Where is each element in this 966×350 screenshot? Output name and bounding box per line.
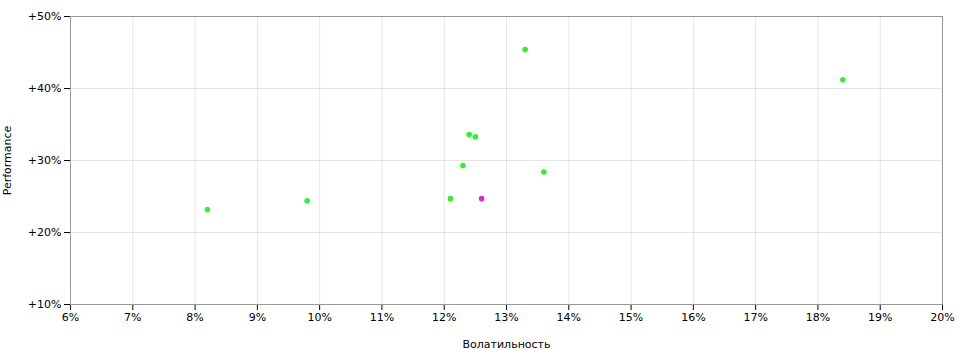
svg-text:10%: 10% <box>307 311 331 324</box>
svg-text:+10%: +10% <box>28 298 62 311</box>
svg-text:8%: 8% <box>186 311 203 324</box>
svg-text:19%: 19% <box>868 311 892 324</box>
svg-text:18%: 18% <box>806 311 830 324</box>
svg-text:11%: 11% <box>370 311 394 324</box>
svg-text:20%: 20% <box>930 311 954 324</box>
svg-text:6%: 6% <box>62 311 79 324</box>
svg-text:Волатильность: Волатильность <box>463 338 551 350</box>
svg-text:+40%: +40% <box>28 82 62 95</box>
svg-text:+20%: +20% <box>28 226 62 239</box>
svg-text:13%: 13% <box>494 311 518 324</box>
svg-text:Performance: Performance <box>1 125 14 195</box>
svg-text:12%: 12% <box>432 311 456 324</box>
svg-text:15%: 15% <box>619 311 643 324</box>
svg-text:16%: 16% <box>681 311 705 324</box>
svg-text:14%: 14% <box>557 311 581 324</box>
svg-text:+50%: +50% <box>28 10 62 23</box>
svg-text:7%: 7% <box>124 311 141 324</box>
svg-text:9%: 9% <box>249 311 266 324</box>
svg-text:+30%: +30% <box>28 154 62 167</box>
svg-text:17%: 17% <box>743 311 767 324</box>
